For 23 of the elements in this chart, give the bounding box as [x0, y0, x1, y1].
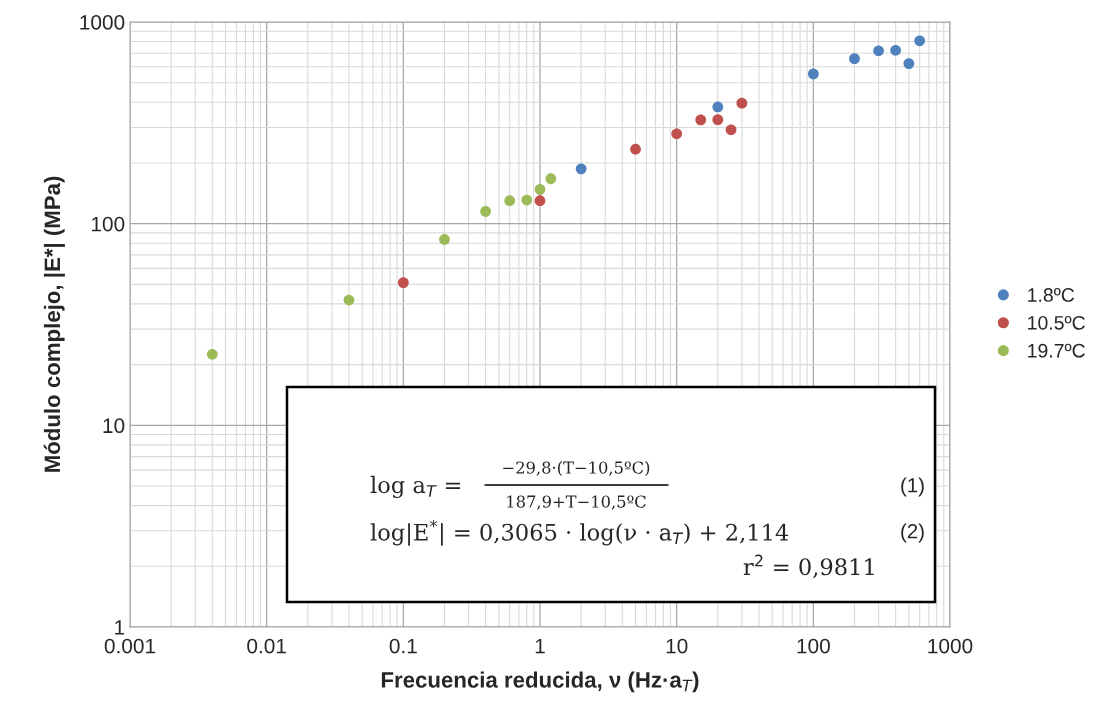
x-tick-label: 0.1 [389, 638, 417, 654]
legend-label: 19.7ºC [1028, 343, 1085, 358]
annotation: log a$_{T}$ = [370, 475, 461, 498]
y-tick-label: 10 [103, 418, 125, 434]
annotation: log|E$^{*}$| = 0,3065 · log(ν · a$_{T}$) + 2,114 [370, 520, 789, 546]
y-tick-label: 1 [115, 620, 125, 635]
y-tick-label: 1000 [80, 15, 125, 30]
annotation: (1) [901, 477, 924, 497]
x-tick-label: 10 [666, 638, 688, 654]
y-axis-title: Módulo complejo, |E*| (MPa) [43, 176, 65, 472]
x-tick-label: 1000 [928, 638, 973, 654]
x-tick-label: 1 [535, 638, 545, 654]
annotation: 187,9+T−10,5ºC [507, 495, 646, 510]
legend-label: 1.8ºC [1028, 288, 1075, 302]
x-tick-label: 0.01 [247, 638, 286, 654]
x-tick-label: 100 [797, 638, 830, 654]
x-axis-title: Frecuencia reducida, ν (Hz·a$_{T}$) [381, 671, 699, 693]
x-tick-label: 0.001 [104, 638, 156, 654]
legend-label: 10.5ºC [1028, 315, 1085, 330]
y-tick-label: 100 [91, 216, 125, 232]
annotation: −29,8·(T−10,5ºC) [503, 461, 650, 477]
annotation: (2) [901, 523, 924, 543]
annotation: r$^{2}$ = 0,9811 [743, 554, 874, 579]
